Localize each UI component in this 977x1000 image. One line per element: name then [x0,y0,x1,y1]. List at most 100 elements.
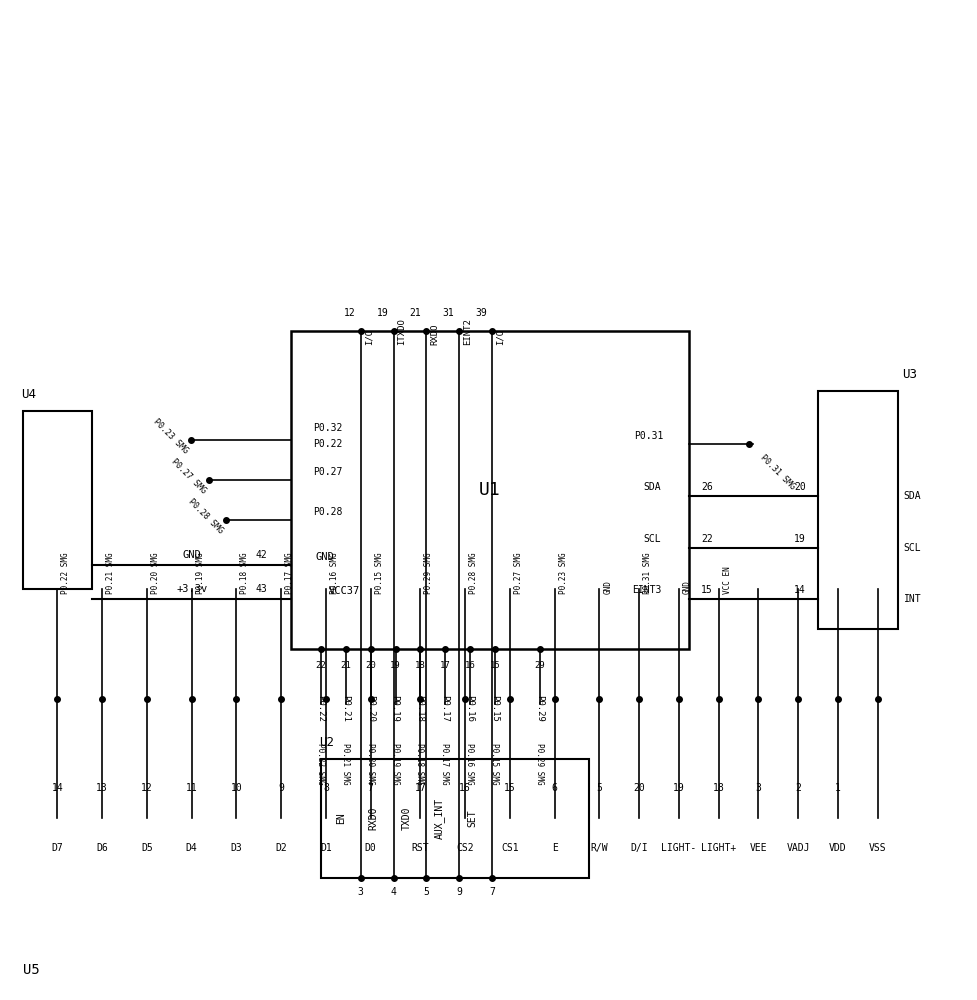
Text: EINT2: EINT2 [463,318,472,345]
Text: P0.29 SMG: P0.29 SMG [534,743,543,784]
Text: 31: 31 [443,308,454,318]
Text: 19: 19 [377,308,389,318]
Text: P0.20 SMG: P0.20 SMG [365,743,374,784]
Text: RXDO: RXDO [430,323,440,345]
Text: P0.19: P0.19 [391,695,400,722]
Text: 5: 5 [423,887,429,897]
Text: 15: 15 [489,661,500,670]
Text: P0.22 SMG: P0.22 SMG [62,553,70,594]
Text: P0.23 SMG: P0.23 SMG [559,553,568,594]
Text: D1: D1 [320,843,332,853]
Text: SCL: SCL [644,534,661,544]
Text: U2: U2 [319,736,334,749]
Text: 19: 19 [794,534,806,544]
Text: 16: 16 [459,783,471,793]
Text: LIGHT-: LIGHT- [661,843,697,853]
Text: P0.15 SMG: P0.15 SMG [489,743,499,784]
Text: TXD0: TXD0 [402,806,411,830]
Text: D2: D2 [276,843,287,853]
Text: 20: 20 [365,661,376,670]
Text: P0.19 SMG: P0.19 SMG [195,553,204,594]
Text: P0.20 SMG: P0.20 SMG [150,553,160,594]
Text: 5: 5 [596,783,602,793]
Bar [291,331,689,649]
Text: P0.16: P0.16 [465,695,474,722]
Text: R/W: R/W [590,843,608,853]
Text: 3: 3 [358,887,363,897]
Text: EN: EN [336,812,346,824]
Text: U1: U1 [479,481,501,499]
Text: 11: 11 [186,783,197,793]
Text: D3: D3 [231,843,242,853]
Text: U3: U3 [902,368,916,381]
Text: P0.27 SMG: P0.27 SMG [170,457,208,495]
Bar [321,759,589,878]
Text: VSS: VSS [869,843,886,853]
Text: GND: GND [316,552,335,562]
Text: P0.31 SMG: P0.31 SMG [758,453,796,491]
Text: RXD0: RXD0 [368,806,379,830]
Text: 9: 9 [456,887,462,897]
Text: I/O: I/O [496,329,505,345]
Text: 21: 21 [340,661,351,670]
Text: P0.16 SMG: P0.16 SMG [465,743,474,784]
Text: P0.18 SMG: P0.18 SMG [415,743,424,784]
Text: D0: D0 [364,843,376,853]
Text: 15: 15 [701,585,712,595]
Text: 22: 22 [701,534,712,544]
Text: 22: 22 [316,661,326,670]
Text: 43: 43 [255,584,267,594]
Text: VCC EN: VCC EN [723,567,732,594]
Text: RST: RST [411,843,429,853]
Text: 18: 18 [713,783,725,793]
Text: 10: 10 [231,783,242,793]
Text: P0.15: P0.15 [489,695,499,722]
Text: 12: 12 [141,783,152,793]
Text: 18: 18 [415,661,426,670]
Text: P0.29 SMG: P0.29 SMG [424,553,434,594]
Text: D5: D5 [141,843,152,853]
Text: P0.22 SMG: P0.22 SMG [316,743,325,784]
Text: 2: 2 [795,783,801,793]
Text: 9: 9 [278,783,284,793]
Text: SDA: SDA [644,482,661,492]
Text: P0.28 SMG: P0.28 SMG [469,553,478,594]
Text: GND: GND [683,581,692,594]
Text: 19: 19 [673,783,685,793]
Text: INT: INT [904,594,921,604]
Text: I/O: I/O [364,329,374,345]
Text: 19: 19 [390,661,401,670]
Bar [22,411,92,589]
Text: 8: 8 [323,783,329,793]
Text: VCC37: VCC37 [329,586,361,596]
Text: CS1: CS1 [501,843,519,853]
Text: U4: U4 [21,388,36,401]
Text: P0.20: P0.20 [365,695,374,722]
Text: VEE: VEE [749,843,767,853]
Text: P0.27: P0.27 [313,467,342,477]
Text: U5: U5 [22,963,39,977]
Text: 20: 20 [633,783,645,793]
Text: 4: 4 [391,887,397,897]
Text: P0.17 SMG: P0.17 SMG [285,553,294,594]
Text: E: E [552,843,558,853]
Text: D4: D4 [186,843,197,853]
Text: EINT3: EINT3 [632,585,661,595]
Text: 29: 29 [534,661,545,670]
Text: 3: 3 [755,783,761,793]
Text: 21: 21 [409,308,421,318]
Text: 26: 26 [701,482,712,492]
Text: 7: 7 [489,887,495,897]
Text: 39: 39 [475,308,487,318]
Text: 20: 20 [794,482,806,492]
Text: P0.29: P0.29 [534,695,543,722]
Text: 15: 15 [504,783,516,793]
Text: 14: 14 [794,585,806,595]
Text: D/I: D/I [630,843,648,853]
Text: +3.3v: +3.3v [176,584,207,594]
Text: 1: 1 [835,783,841,793]
Text: P0.28 SMG: P0.28 SMG [187,497,225,535]
Text: 14: 14 [52,783,64,793]
Text: 17: 17 [414,783,426,793]
Text: GND: GND [183,550,201,560]
